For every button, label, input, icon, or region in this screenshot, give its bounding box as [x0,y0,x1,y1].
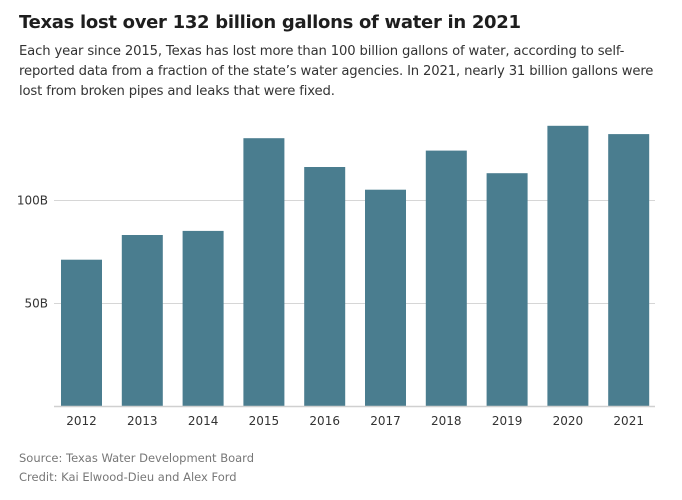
x-tick-label: 2015 [249,414,280,428]
bar-2015 [243,138,285,406]
chart-title: Texas lost over 132 billion gallons of w… [19,12,521,33]
x-tick-label: 2019 [492,414,523,428]
bar-2019 [486,173,528,406]
y-axis-ticks: 50B 100B [17,194,48,311]
x-tick-label: 2013 [127,414,158,428]
x-tick-label: 2018 [431,414,462,428]
x-tick-label: 2016 [309,414,340,428]
y-tick-label: 50B [24,297,48,311]
x-tick-label: 2020 [553,414,584,428]
chart-subtitle: Each year since 2015, Texas has lost mor… [19,44,654,99]
bar-2021 [608,134,650,406]
bar-2014 [182,230,224,406]
credit-note: Credit: Kai Elwood-Dieu and Alex Ford [19,470,237,484]
bar-2020 [547,125,589,407]
bar-2018 [425,150,467,406]
x-axis-ticks: 2012 2013 2014 2015 2016 2017 2018 2019 2020 2021 [66,414,644,428]
x-tick-label: 2012 [66,414,97,428]
x-tick-label: 2014 [188,414,219,428]
bars [61,125,650,407]
bar-2013 [121,235,163,406]
bar-2017 [365,189,406,406]
x-tick-label: 2021 [613,414,644,428]
bar-2016 [304,167,346,406]
source-note: Source: Texas Water Development Board [19,451,254,465]
bar-2012 [61,259,102,406]
x-tick-label: 2017 [370,414,401,428]
y-tick-label: 100B [17,194,48,208]
bar-chart: 50B 100B 2012 2013 2014 2015 2016 2017 2018 2019… [17,125,655,428]
